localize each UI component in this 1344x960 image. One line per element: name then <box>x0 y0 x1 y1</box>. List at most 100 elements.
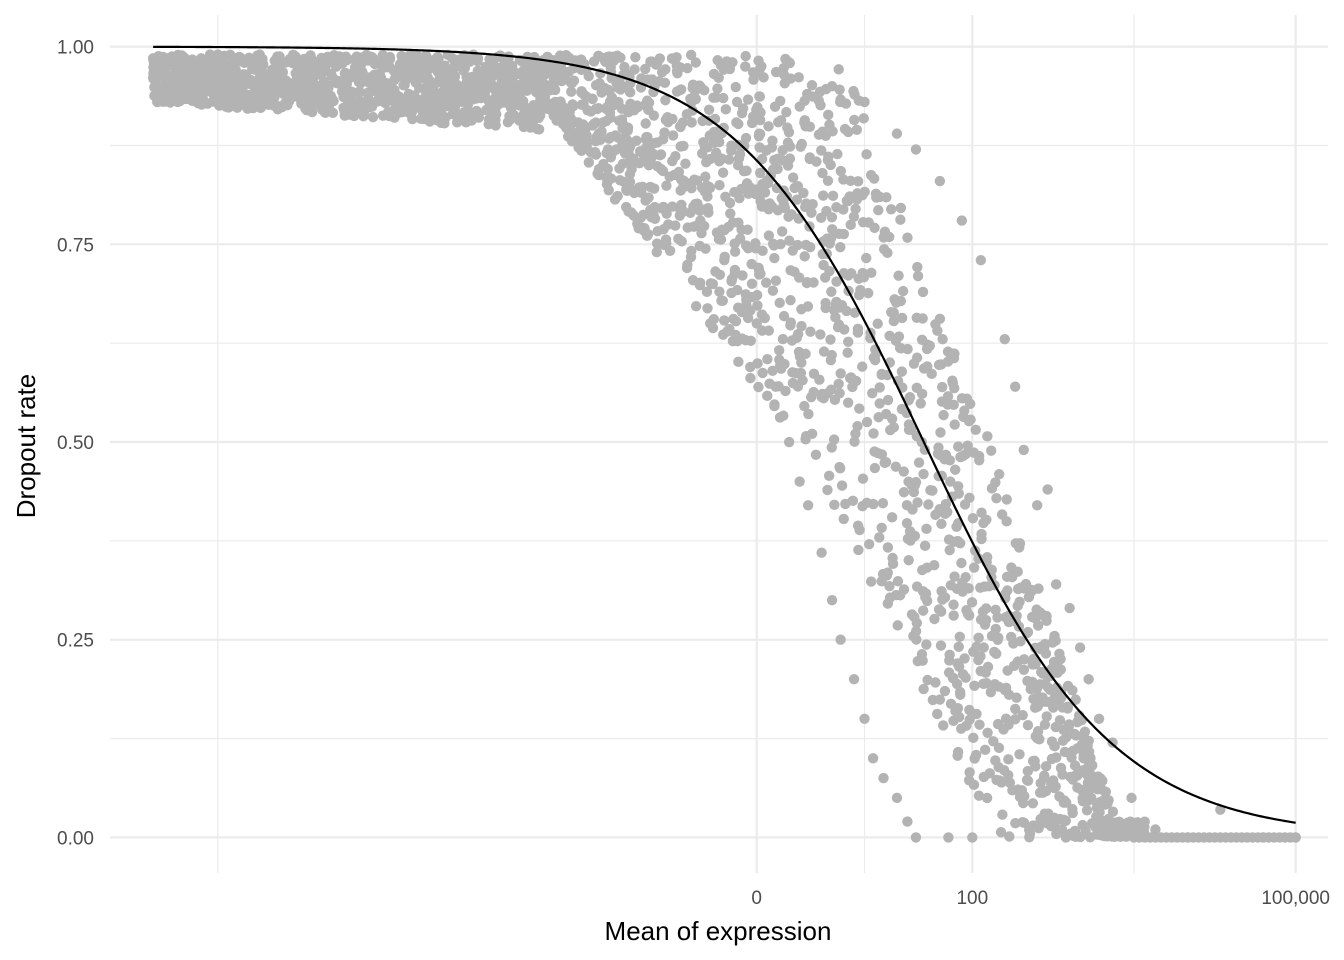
data-point <box>905 528 917 539</box>
data-point <box>770 275 782 286</box>
data-point <box>992 718 1004 730</box>
data-point <box>221 101 232 112</box>
data-point <box>690 300 702 312</box>
data-point <box>717 167 729 178</box>
x-axis-title: Mean of expression <box>605 916 832 946</box>
data-point <box>836 480 848 491</box>
data-point <box>802 301 814 312</box>
data-point <box>1054 715 1066 726</box>
data-point <box>767 135 778 146</box>
data-point <box>581 130 592 141</box>
data-point <box>991 774 1002 786</box>
data-point <box>970 749 982 761</box>
data-point <box>1039 719 1051 730</box>
data-point <box>826 80 838 92</box>
data-point <box>660 95 671 106</box>
data-point <box>1119 827 1131 839</box>
data-point <box>640 195 651 206</box>
data-point <box>867 753 879 764</box>
data-point <box>842 347 853 358</box>
data-point <box>857 500 868 512</box>
data-point <box>741 240 752 251</box>
data-point <box>827 224 838 235</box>
data-point <box>902 816 913 827</box>
data-point <box>1025 683 1036 695</box>
data-point <box>887 552 898 564</box>
data-point <box>199 98 210 109</box>
data-point <box>1012 600 1023 612</box>
data-point <box>863 217 874 228</box>
data-point <box>859 186 870 198</box>
data-point <box>814 374 825 385</box>
data-point <box>755 186 767 198</box>
data-point <box>957 450 969 462</box>
data-point <box>793 346 805 358</box>
data-point <box>1022 719 1034 731</box>
data-point <box>674 85 686 96</box>
data-point <box>852 420 863 432</box>
data-point <box>1074 642 1086 653</box>
data-point <box>613 96 624 108</box>
data-point <box>682 63 693 74</box>
data-point <box>651 246 662 258</box>
data-point <box>956 393 968 404</box>
data-point <box>729 186 740 198</box>
data-point <box>377 110 389 121</box>
data-point <box>906 424 917 435</box>
data-point <box>968 732 979 743</box>
data-point <box>647 148 658 159</box>
data-point <box>794 272 805 283</box>
data-point <box>754 91 766 102</box>
data-point <box>909 480 920 491</box>
data-point <box>800 430 812 442</box>
data-point <box>917 286 929 298</box>
data-point <box>723 154 735 165</box>
data-point <box>948 610 959 621</box>
data-point <box>833 378 844 390</box>
data-point <box>1060 815 1072 827</box>
data-point <box>1018 654 1030 665</box>
data-point <box>974 719 985 730</box>
data-point <box>815 329 826 340</box>
data-point <box>779 202 791 214</box>
data-point <box>148 56 159 67</box>
data-point <box>960 672 971 683</box>
data-point <box>1069 728 1080 740</box>
data-point <box>816 547 827 558</box>
data-point <box>645 181 656 193</box>
data-point <box>655 163 667 175</box>
data-point <box>346 88 357 99</box>
data-point <box>976 507 987 518</box>
data-point <box>995 827 1007 838</box>
data-point <box>913 457 925 468</box>
data-point <box>915 398 926 409</box>
data-point <box>943 832 954 843</box>
fitted-curve-path <box>153 45 1296 824</box>
data-point <box>230 72 242 84</box>
data-point <box>587 93 598 104</box>
data-point <box>1014 542 1025 553</box>
data-point <box>954 711 965 723</box>
data-point <box>821 205 832 217</box>
data-point <box>561 122 572 134</box>
data-point <box>868 428 879 439</box>
data-point <box>884 581 895 592</box>
data-point <box>920 592 931 603</box>
data-point <box>902 232 913 243</box>
data-point <box>253 91 264 102</box>
data-point <box>934 694 946 705</box>
data-point <box>912 497 923 508</box>
data-point <box>261 78 272 90</box>
data-point <box>535 93 546 105</box>
data-point <box>966 597 978 608</box>
data-point <box>613 132 624 143</box>
data-point <box>878 772 889 784</box>
data-point <box>964 704 975 716</box>
data-point <box>778 69 790 80</box>
data-point <box>917 605 929 616</box>
data-point <box>1002 665 1013 676</box>
data-point <box>1012 566 1023 577</box>
data-point <box>692 200 703 211</box>
data-point <box>424 112 436 123</box>
